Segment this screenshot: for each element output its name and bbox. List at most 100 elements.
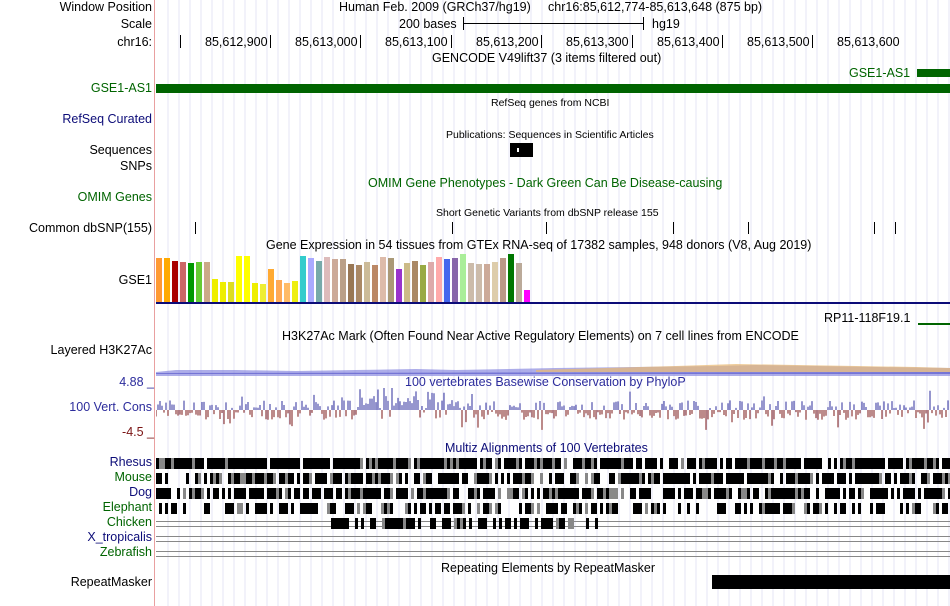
h3k27ac-signal[interactable] (156, 358, 950, 376)
multiz-species-label[interactable]: Chicken (106, 515, 152, 529)
gencode-gene-bar[interactable] (156, 84, 950, 93)
multiz-block (390, 503, 393, 514)
multiz-block (336, 488, 339, 499)
multiz-species-label[interactable]: Elephant (102, 500, 152, 514)
publication-item[interactable] (510, 143, 533, 157)
dbsnp-variant[interactable] (546, 222, 547, 234)
gencode-item-label[interactable]: GSE1-AS1 (849, 66, 911, 80)
multiz-block (870, 488, 873, 499)
multiz-block (918, 458, 921, 469)
gtex-tissue-bar (452, 258, 458, 302)
multiz-species-label[interactable]: Dog (129, 485, 152, 499)
dbsnp-variant[interactable] (452, 222, 453, 234)
multiz-block (384, 503, 387, 514)
multiz-alignment-row[interactable] (156, 503, 950, 514)
multiz-block (294, 458, 297, 469)
gtex-tissue-bar (220, 282, 226, 302)
multiz-species-label[interactable]: Zebrafish (99, 545, 152, 559)
multiz-block (912, 473, 915, 484)
cons-side-label[interactable]: 100 Vert. Cons (69, 400, 152, 414)
dbsnp-variant[interactable] (895, 222, 896, 234)
multiz-block (576, 488, 579, 499)
multiz-block (879, 488, 882, 499)
multiz-block (309, 503, 312, 514)
multiz-block (348, 503, 351, 514)
multiz-block (636, 503, 639, 514)
multiz-block (285, 458, 288, 469)
multiz-block (478, 518, 481, 529)
multiz-species-label[interactable]: X_tropicalis (87, 530, 152, 544)
gtex-tissue-bar (300, 256, 306, 302)
multiz-block (786, 503, 789, 514)
multiz-alignment-row[interactable] (156, 458, 950, 469)
multiz-block (708, 473, 711, 484)
multiz-block (669, 458, 672, 469)
multiz-block (570, 488, 573, 499)
multiz-alignment-row[interactable] (156, 473, 950, 484)
multiz-block (795, 458, 798, 469)
multiz-block (591, 473, 594, 484)
multiz-block (351, 473, 354, 484)
dbsnp-side-label[interactable]: Common dbSNP(155) (29, 221, 152, 235)
multiz-block (855, 473, 858, 484)
refseq-side-label[interactable]: RefSeq Curated (62, 112, 152, 126)
multiz-alignment-row[interactable] (156, 533, 950, 544)
multiz-species-label[interactable]: Mouse (114, 470, 152, 484)
dbsnp-variant[interactable] (195, 222, 196, 234)
multiz-block (330, 503, 333, 514)
dbsnp-variant[interactable] (673, 222, 674, 234)
multiz-block (474, 458, 477, 469)
multiz-block (870, 458, 873, 469)
gtex-title: Gene Expression in 54 tissues from GTEx … (266, 238, 812, 252)
multiz-block (801, 488, 804, 499)
multiz-block (340, 518, 343, 529)
multiz-block (489, 473, 492, 484)
publications-side-label-2[interactable]: SNPs (120, 159, 152, 173)
multiz-species-label[interactable]: Rhesus (109, 455, 152, 469)
dbsnp-variant[interactable] (748, 222, 749, 234)
multiz-block (412, 518, 415, 529)
cons-wiggle[interactable] (156, 388, 950, 438)
multiz-block (885, 473, 888, 484)
multiz-block (714, 488, 717, 499)
multiz-block (609, 488, 612, 499)
multiz-alignment-row[interactable] (156, 548, 950, 559)
gencode-item-end[interactable] (917, 69, 950, 77)
multiz-block (672, 458, 675, 469)
multiz-block (261, 458, 264, 469)
gencode-side-label[interactable]: GSE1-AS1 (90, 81, 152, 95)
multiz-block (843, 488, 846, 499)
multiz-block (499, 518, 502, 529)
multiz-block (288, 488, 291, 499)
omim-side-label[interactable]: OMIM Genes (77, 190, 152, 204)
h3k27ac-side-label[interactable]: Layered H3K27Ac (50, 343, 152, 357)
multiz-block (282, 458, 285, 469)
dbsnp-variant[interactable] (874, 222, 875, 234)
multiz-block (390, 473, 393, 484)
multiz-block (618, 473, 621, 484)
multiz-block (798, 458, 801, 469)
multiz-alignment-row[interactable] (156, 518, 950, 529)
gtex-side-label[interactable]: GSE1 (118, 273, 152, 287)
rmsk-side-label[interactable]: RepeatMasker (70, 575, 152, 589)
multiz-block (405, 488, 408, 499)
gtex-item-label[interactable]: RP11-118F19.1 (824, 311, 911, 325)
multiz-block (948, 488, 950, 499)
multiz-alignment-row[interactable] (156, 488, 950, 499)
multiz-block (840, 503, 843, 514)
gtex-bars[interactable] (156, 252, 556, 304)
multiz-block (765, 488, 768, 499)
multiz-block (216, 458, 219, 469)
gtex-item-line[interactable] (918, 323, 950, 325)
multiz-block (156, 473, 159, 484)
publications-side-label-1[interactable]: Sequences (89, 143, 152, 157)
multiz-block (351, 488, 354, 499)
multiz-block (564, 503, 567, 514)
gtex-tissue-bar (308, 258, 314, 302)
multiz-block (343, 518, 346, 529)
rmsk-repeat-item[interactable] (712, 575, 950, 589)
multiz-block (801, 473, 804, 484)
multiz-block (384, 458, 387, 469)
multiz-block (282, 503, 285, 514)
multiz-block (924, 488, 927, 499)
